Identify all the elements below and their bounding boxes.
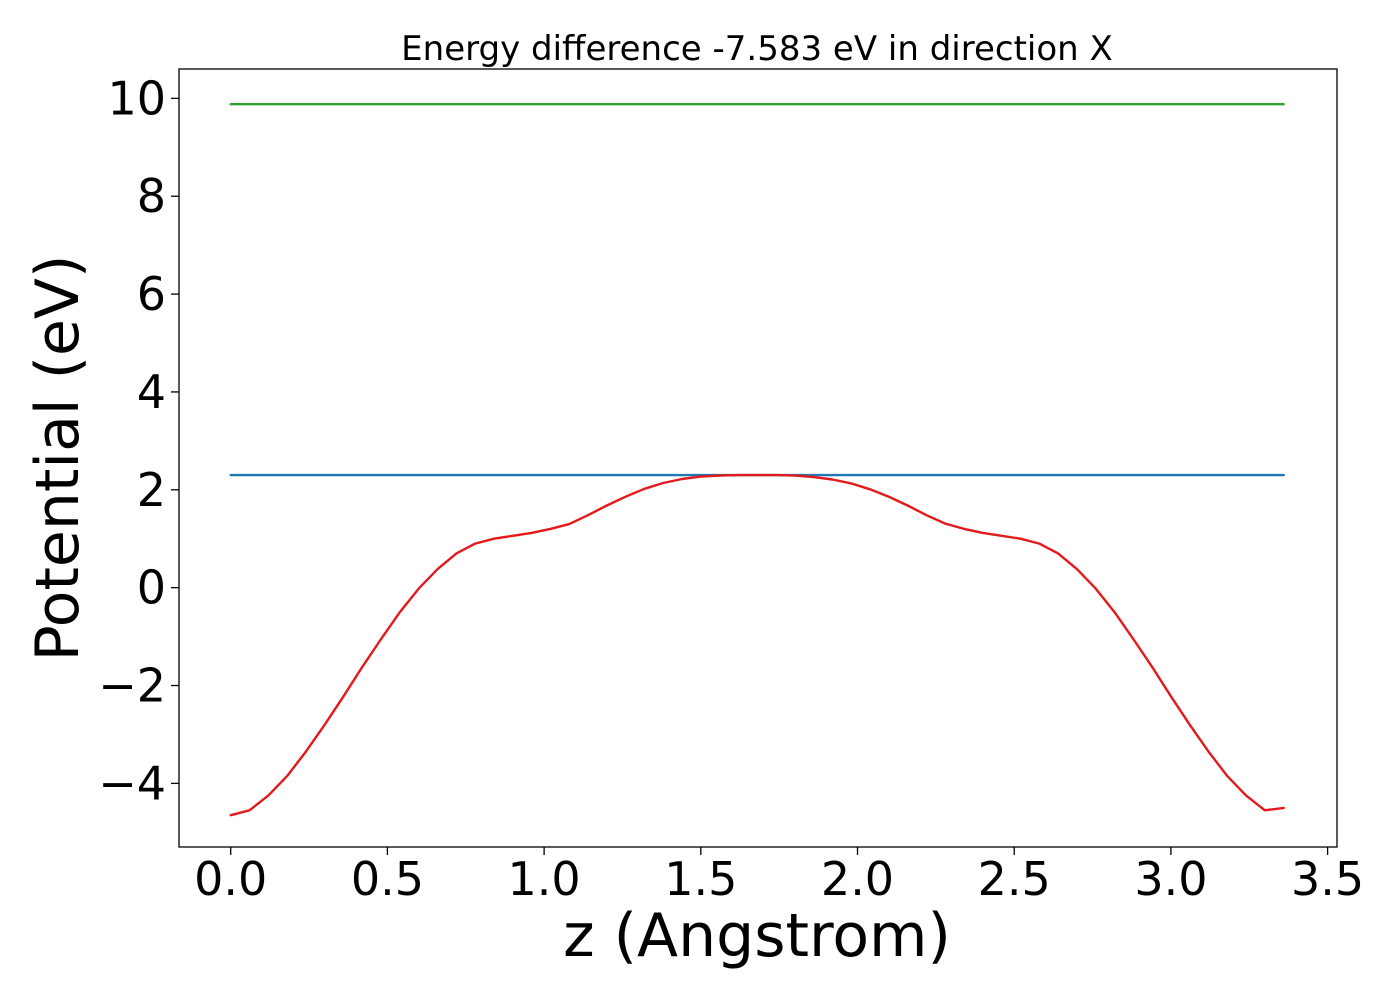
y-tick-label: −2: [98, 659, 166, 713]
y-tick-label: 2: [137, 463, 166, 517]
y-tick-label: 0: [137, 561, 166, 615]
plot-frame: [178, 68, 1338, 848]
x-tick-label: 3.0: [1134, 852, 1207, 906]
plot-lines: [229, 102, 1285, 817]
x-tick-label: 0.0: [194, 852, 267, 906]
y-tick-label: 4: [137, 365, 166, 419]
x-tick-label: 1.5: [664, 852, 737, 906]
x-tick-label: 1.0: [508, 852, 581, 906]
x-tick-label: 3.5: [1291, 852, 1364, 906]
chart-title: Energy difference -7.583 eV in direction…: [401, 29, 1113, 69]
x-axis-label: z (Angstrom): [563, 901, 951, 971]
y-tick-label: 8: [137, 169, 166, 223]
y-tick-label: 10: [107, 71, 166, 125]
series-line-3: [229, 473, 1285, 817]
x-tick-label: 2.5: [978, 852, 1051, 906]
y-axis-label: Potential (eV): [23, 255, 93, 662]
x-tick-label: 0.5: [351, 852, 424, 906]
y-tick-label: 6: [137, 267, 166, 321]
x-axis-ticks: 0.0 0.5 1.0 1.5 2.0 2.5 3.0 3.5: [194, 847, 1364, 906]
y-tick-label: −4: [98, 756, 166, 810]
x-tick-label: 2.0: [821, 852, 894, 906]
y-axis-ticks: −4 −2 0 2 4 6 8 10: [98, 71, 179, 810]
